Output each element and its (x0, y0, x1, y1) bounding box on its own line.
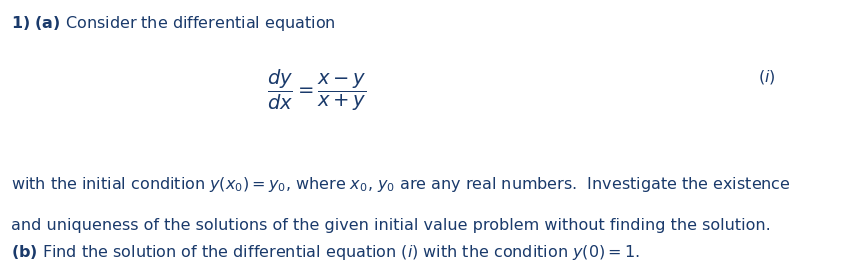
Text: and uniqueness of the solutions of the given initial value problem without findi: and uniqueness of the solutions of the g… (11, 218, 771, 233)
Text: $\mathbf{(b)}$ Find the solution of the differential equation $(i)$ with the con: $\mathbf{(b)}$ Find the solution of the … (11, 243, 640, 262)
Text: $\mathbf{1)\ (a)}$ Consider the differential equation: $\mathbf{1)\ (a)}$ Consider the differen… (11, 14, 336, 33)
Text: $\dfrac{dy}{dx} = \dfrac{x - y}{x + y}$: $\dfrac{dy}{dx} = \dfrac{x - y}{x + y}$ (267, 68, 367, 113)
Text: $(i)$: $(i)$ (758, 68, 776, 86)
Text: with the initial condition $y(x_0) = y_0$, where $x_0$, $y_0$ are any real numbe: with the initial condition $y(x_0) = y_0… (11, 175, 791, 194)
